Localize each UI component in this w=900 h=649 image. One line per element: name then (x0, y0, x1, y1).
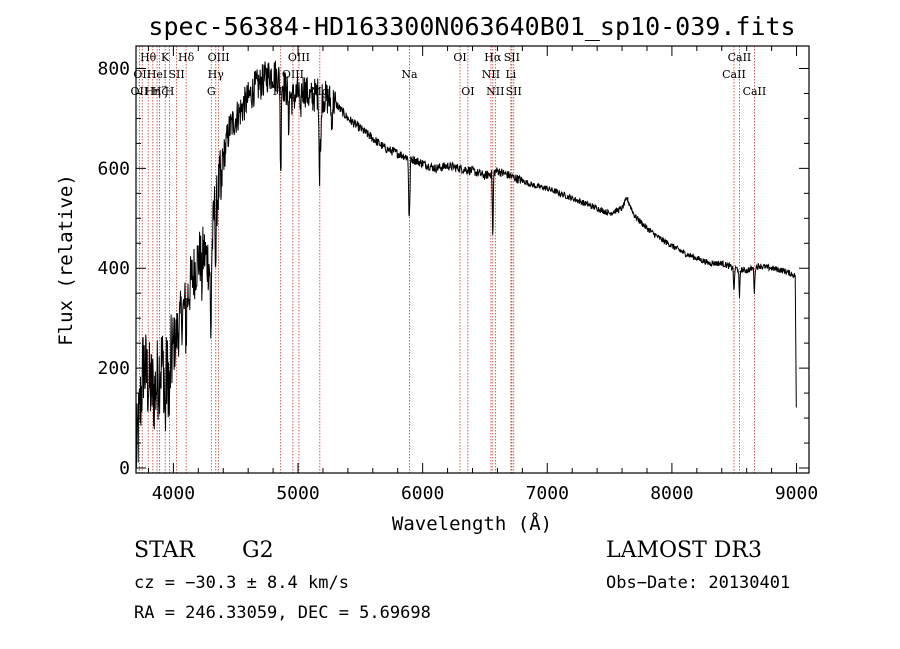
spectrum-series-line (135, 60, 797, 469)
y-tick-label: 200 (97, 358, 130, 379)
x-tick-label: 4000 (152, 483, 195, 504)
line-label: OI (461, 85, 474, 98)
y-tick-label: 0 (119, 458, 130, 479)
x-tick-label: 7000 (526, 483, 569, 504)
line-label: OII (131, 85, 149, 98)
reference-lines (138, 46, 755, 473)
x-tick-label: 6000 (401, 483, 444, 504)
line-label: OI (453, 51, 466, 64)
object-class: STAR (134, 538, 195, 563)
line-label: CaII (728, 51, 752, 64)
y-axis-label: Flux (relative) (55, 174, 77, 346)
x-tick-label: 5000 (276, 483, 319, 504)
line-label: NII (482, 68, 500, 81)
x-tick-label: 8000 (650, 483, 693, 504)
chart-title: spec-56384-HD163300N063640B01_sp10-039.f… (148, 12, 795, 41)
y-tick-label: 600 (97, 158, 130, 179)
line-label: NII (486, 85, 504, 98)
line-label: G (207, 85, 216, 98)
line-label: CaII (722, 68, 746, 81)
survey-name: LAMOST DR3 (606, 538, 762, 563)
x-axis-label: Wavelength (Å) (392, 512, 552, 535)
line-label: Hζ (152, 85, 168, 98)
object-subclass: G2 (242, 538, 274, 563)
line-label: HeI (147, 68, 167, 81)
line-label: Li (505, 68, 516, 81)
line-labels: OIIOIIHθHηHeIHζKHSIIHδGHγOIIIHβOIIIOIIIM… (131, 51, 767, 98)
line-label: H (165, 85, 175, 98)
line-label: Hη (145, 85, 161, 98)
line-label: Hδ (178, 51, 195, 64)
observation-date: Obs−Date: 20130401 (606, 573, 791, 593)
line-label: Hγ (208, 68, 225, 81)
line-label: Hθ (140, 51, 157, 64)
axes: 4000 5000 6000 7000 8000 9000 0 200 400 600 800 (97, 46, 818, 504)
ra-dec-coordinates: RA = 246.33059, DEC = 5.69698 (134, 603, 431, 623)
line-label: OII (133, 68, 151, 81)
line-label: OIII (208, 51, 230, 64)
line-label: Hα (484, 51, 502, 64)
line-label: OIII (288, 51, 310, 64)
redshift-cz: cz = −30.3 ± 8.4 km/s (134, 573, 349, 593)
line-label: SII (169, 68, 185, 81)
line-label: Na (401, 68, 418, 81)
line-label: SII (506, 85, 522, 98)
y-tick-label: 400 (97, 258, 130, 279)
x-tick-label: 9000 (775, 483, 818, 504)
line-label: SII (504, 51, 520, 64)
line-label: CaII (743, 85, 767, 98)
line-label: K (161, 51, 170, 64)
y-tick-label: 800 (97, 58, 130, 79)
